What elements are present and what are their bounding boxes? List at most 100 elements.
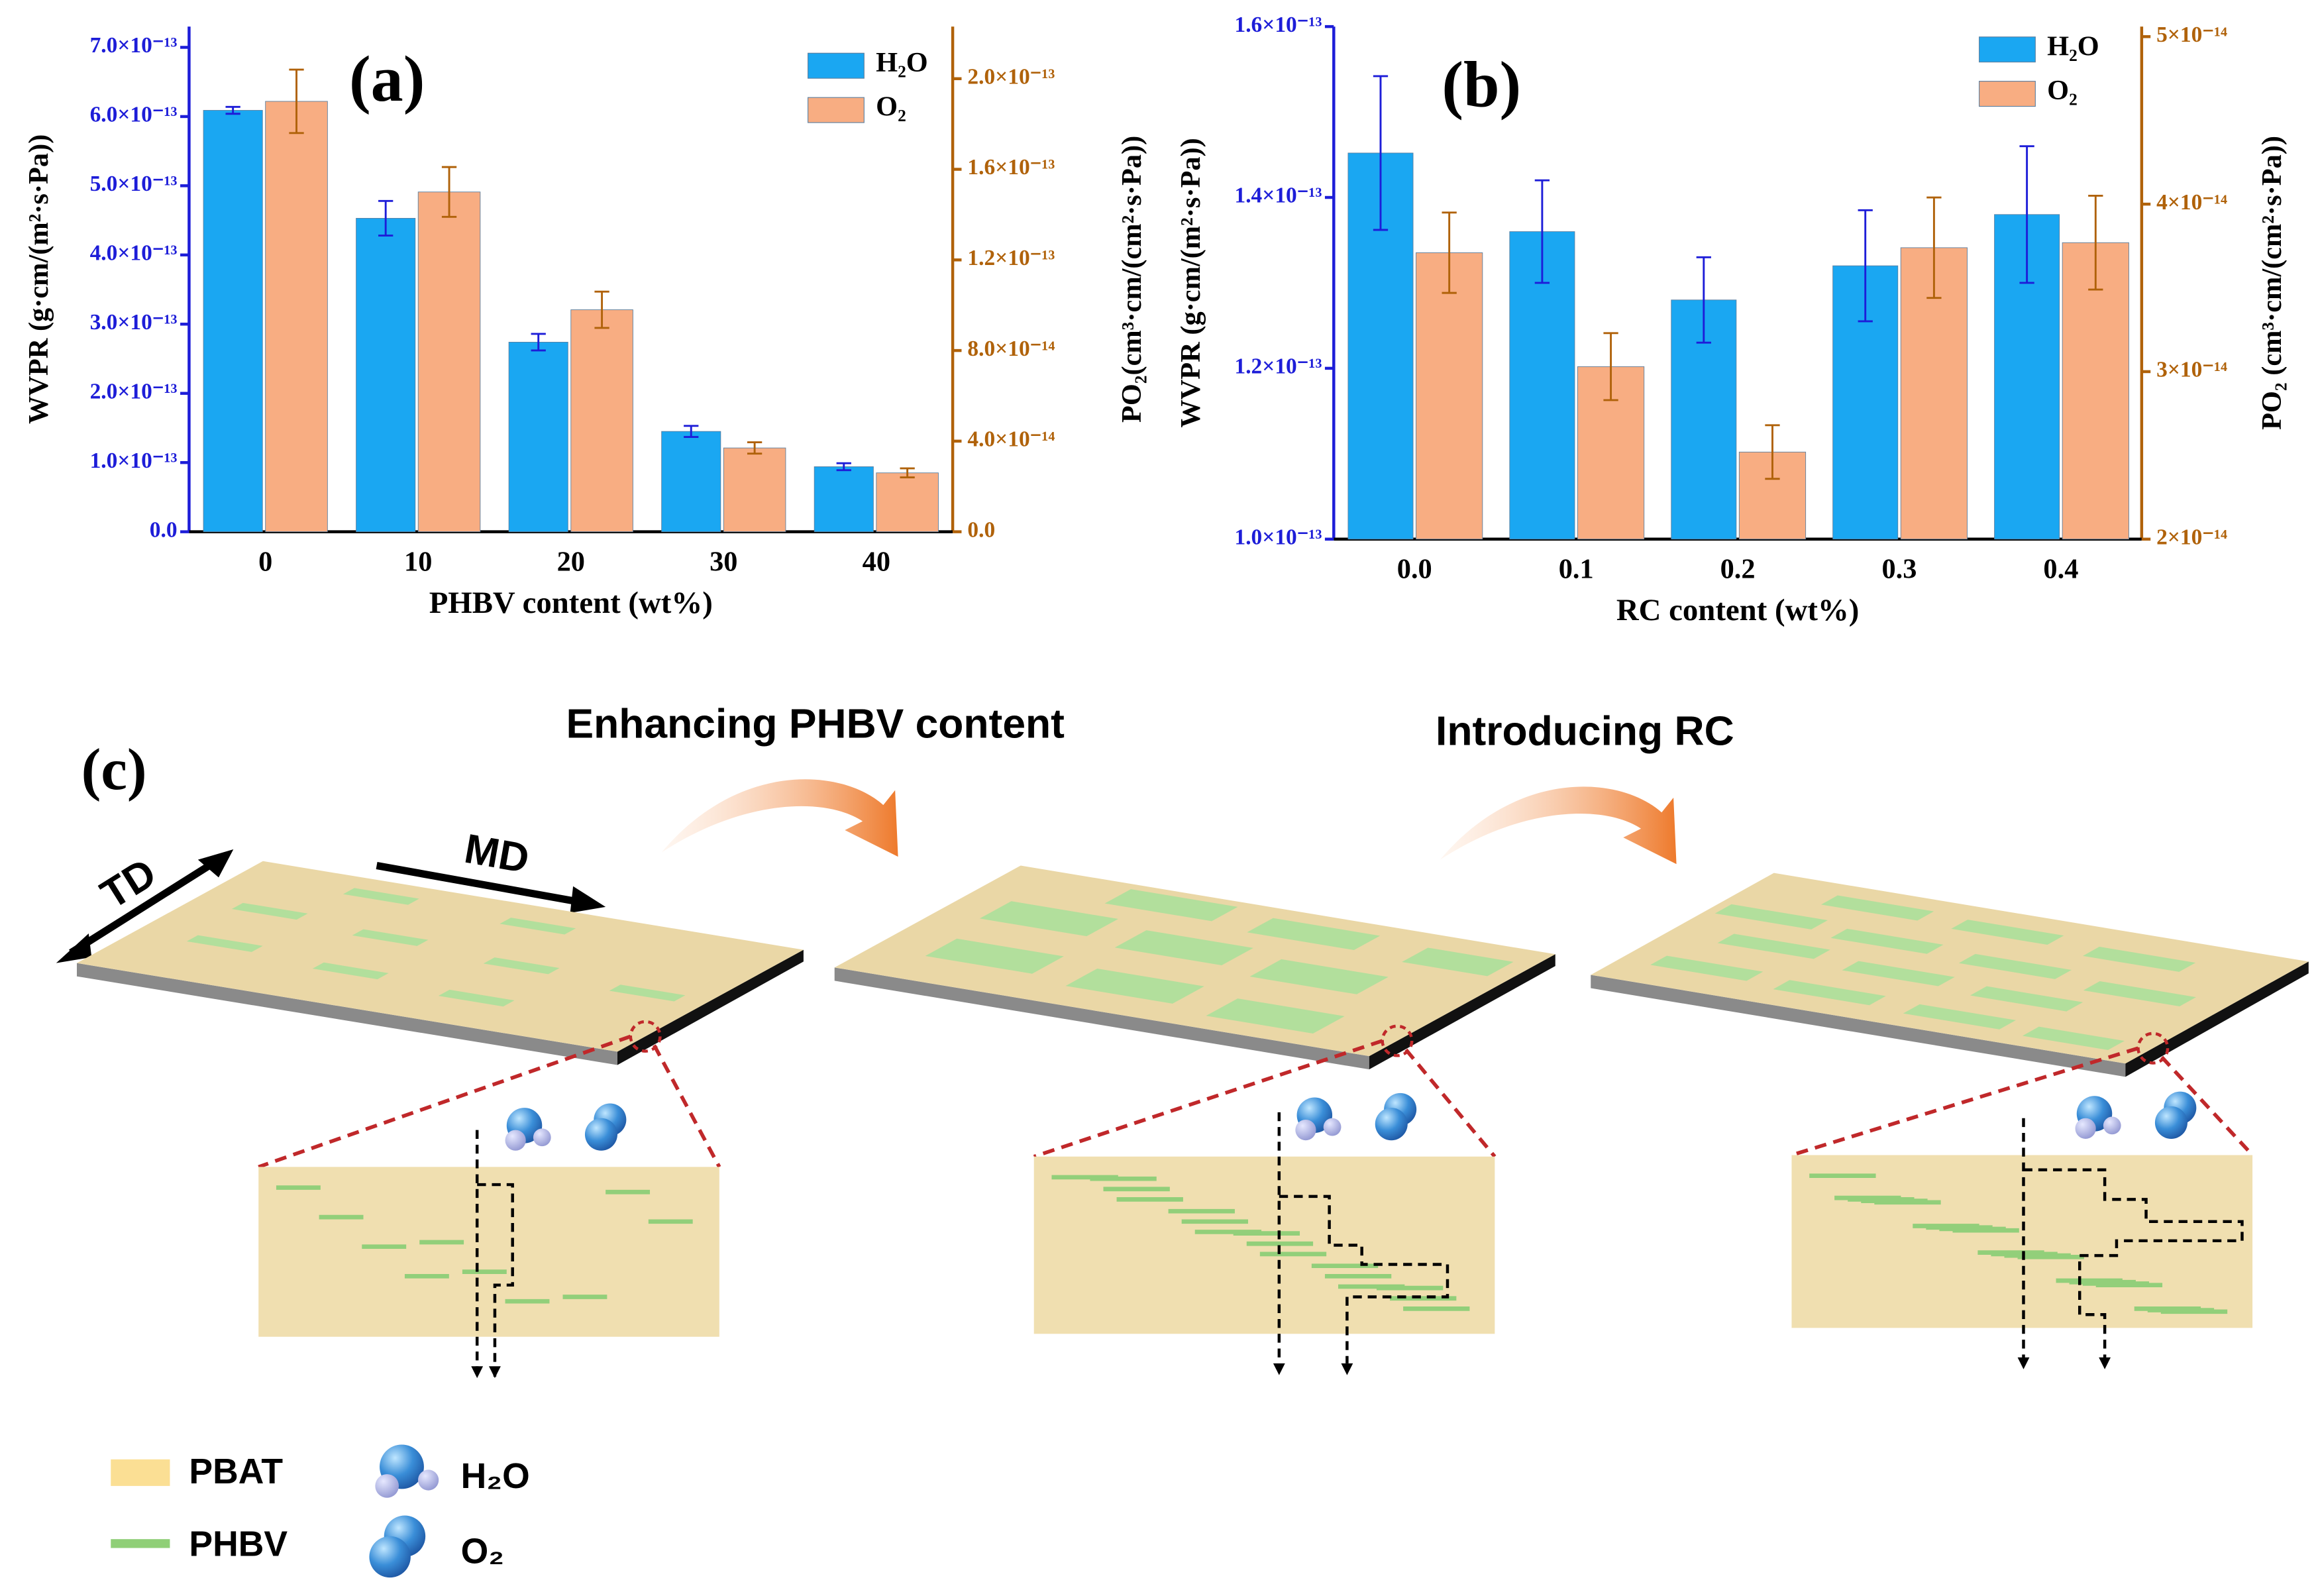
bar <box>508 341 568 533</box>
arrow-tip <box>2017 1357 2030 1369</box>
legend-swatch <box>1979 36 2036 63</box>
y2-axis-title: PO₂(cm³·cm/(cm²·s·Pa)) <box>1116 136 1147 423</box>
diffusion-path <box>2023 1168 2244 1369</box>
y2-tick-label: 8.0×10⁻¹⁴ <box>967 337 1055 361</box>
legend-label: H₂O <box>461 1457 530 1496</box>
bar <box>356 218 416 533</box>
error-bar <box>1442 211 1457 294</box>
y2-tick-label: 0.0 <box>967 517 995 542</box>
bar <box>203 110 263 533</box>
bar <box>417 191 481 533</box>
y-tick-label: 1.4×10⁻¹³ <box>1234 184 1322 208</box>
phbv-patch <box>186 935 263 952</box>
y2-tick-label: 5×10⁻¹⁴ <box>2156 23 2227 47</box>
bar <box>570 309 633 533</box>
phbv-patch <box>979 901 1118 937</box>
bar <box>661 431 721 533</box>
phbv-patch <box>1247 918 1381 950</box>
phbv-patch <box>352 929 429 946</box>
y2-tick-label: 1.6×10⁻¹³ <box>967 155 1055 180</box>
error-bar <box>1603 332 1618 401</box>
error-bar <box>1926 196 1942 299</box>
phbv-patch <box>1114 930 1253 965</box>
process-arrow <box>661 779 898 857</box>
phbv-patch <box>500 918 576 935</box>
legend-label: O₂ <box>2047 75 2078 106</box>
y-axis-title: WVPR (g·cm/(m²·s·Pa)) <box>1175 138 1206 427</box>
phbv-patch <box>312 962 389 980</box>
plate-edge <box>1591 975 2126 1077</box>
x-tick-label: 10 <box>404 546 432 577</box>
phbv-patch <box>1650 955 1763 981</box>
y2-tick-label: 1.2×10⁻¹³ <box>967 246 1055 270</box>
error-bar <box>900 467 915 479</box>
phbv-patch <box>1970 986 2083 1012</box>
arrow-tip <box>489 1366 501 1379</box>
legend-label: PBAT <box>189 1452 283 1491</box>
panel-label: (a) <box>349 44 425 115</box>
x-tick-label: 0.3 <box>1882 554 1917 585</box>
y2-tick-label: 4×10⁻¹⁴ <box>2156 190 2227 215</box>
legend-label: H₂O <box>2047 30 2099 62</box>
y-tick-label: 0.0 <box>150 517 178 542</box>
oxygen-molecule <box>2154 1106 2187 1139</box>
error-bar <box>2019 145 2034 284</box>
y-tick-label: 4.0×10⁻¹³ <box>90 240 178 265</box>
phbv-patch <box>1249 959 1389 994</box>
legend-label: PHBV <box>189 1524 288 1564</box>
arrow-tip <box>1341 1363 1353 1375</box>
y-tick-label: 1.6×10⁻¹³ <box>1234 13 1322 37</box>
plate-edge <box>834 967 1369 1070</box>
phbv-patch <box>925 938 1064 974</box>
process-arrow <box>1440 786 1677 865</box>
y2-tick-label: 2.0×10⁻¹³ <box>967 64 1055 89</box>
y-tick-label: 6.0×10⁻¹³ <box>90 103 178 127</box>
plate <box>834 865 1555 1057</box>
y-tick-label: 1.0×10⁻¹³ <box>1234 525 1322 549</box>
x-tick-label: 40 <box>863 546 890 577</box>
oxygen-molecule <box>584 1118 617 1151</box>
legend-swatch <box>111 1459 170 1486</box>
error-bar <box>594 290 609 329</box>
y2-tick-label: 3×10⁻¹⁴ <box>2156 358 2227 382</box>
arrow-tip <box>1273 1363 1285 1375</box>
legend-swatch <box>808 52 865 79</box>
arrow-tip <box>2099 1357 2111 1369</box>
legend-swatch <box>808 97 865 123</box>
error-bar <box>747 441 763 455</box>
y-axis-title: WVPR (g·cm/(m²·s·Pa)) <box>23 134 54 424</box>
phbv-patch <box>1104 889 1238 922</box>
phbv-patch <box>1717 933 1830 959</box>
y2-axis-title: PO₂ (cm³·cm/(cm²·s·Pa)) <box>2256 136 2288 430</box>
direction-label: MD <box>461 825 533 882</box>
zoom-line <box>258 1034 721 1169</box>
phbv-patch <box>2022 1026 2125 1050</box>
phbv-patch <box>231 902 308 920</box>
error-bar <box>684 425 699 438</box>
step-title: Enhancing PHBV content <box>566 700 1065 747</box>
phbv-patch <box>609 984 686 1002</box>
phbv-patch <box>342 888 419 905</box>
error-bar <box>225 105 240 115</box>
plate <box>1591 873 2309 1064</box>
x-tick-label: 0.0 <box>1397 554 1432 585</box>
error-bar <box>2088 195 2103 291</box>
y-tick-label: 3.0×10⁻¹³ <box>90 310 178 335</box>
plate-edge <box>76 963 617 1065</box>
oxygen-icon <box>369 1536 411 1578</box>
y-tick-label: 1.0×10⁻¹³ <box>90 449 178 473</box>
error-bar <box>531 333 546 352</box>
x-tick-label: 20 <box>557 546 585 577</box>
error-bar <box>378 199 394 237</box>
water-molecule <box>1295 1119 1316 1141</box>
cross-section <box>258 1167 719 1337</box>
x-axis-title: RC content (wt%) <box>1616 593 1860 627</box>
phbv-patch <box>1821 895 1934 921</box>
legend-swatch <box>1979 81 2036 107</box>
water-icon <box>418 1469 439 1491</box>
error-bar <box>441 166 457 218</box>
phbv-patch <box>1903 1004 2016 1030</box>
bar <box>265 101 328 533</box>
bar <box>876 472 939 533</box>
water-molecule <box>505 1130 526 1151</box>
